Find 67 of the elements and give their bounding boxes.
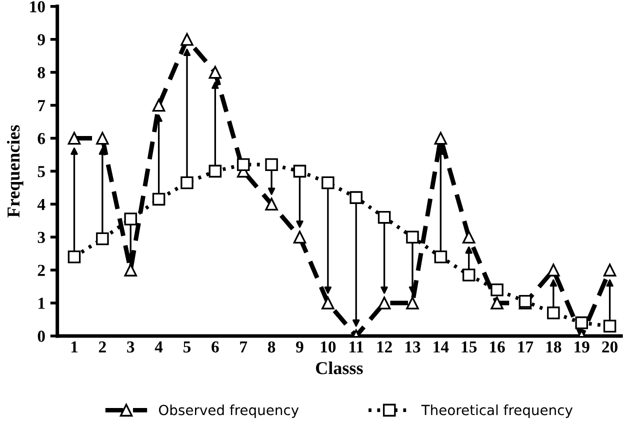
y-tick-label: 4 [37, 198, 46, 210]
point [490, 296, 504, 310]
point [152, 98, 166, 112]
x-tick-label: 13 [405, 341, 420, 353]
y-tick-label: 7 [38, 100, 46, 112]
point [293, 164, 306, 178]
point [236, 158, 250, 171]
x-tick-label: 5 [183, 341, 191, 353]
y-tick-label: 6 [38, 132, 46, 144]
x-tick-label: 14 [434, 341, 449, 352]
x-tick-label: 2 [98, 341, 106, 352]
point [96, 232, 109, 246]
x-tick-label: 9 [296, 341, 304, 353]
point [462, 230, 476, 244]
point [152, 192, 166, 206]
y-tick-label: 9 [38, 34, 45, 46]
point [406, 230, 419, 244]
point [603, 320, 616, 332]
point [378, 210, 391, 224]
x-tick-label: 8 [268, 341, 276, 353]
point [603, 264, 616, 276]
point [208, 66, 222, 79]
x-axis-title: Classs [316, 362, 363, 374]
point [68, 132, 81, 145]
point [322, 176, 334, 190]
point [462, 268, 476, 282]
x-tick-label: 10 [320, 341, 336, 353]
x-tick-label: 3 [127, 341, 134, 353]
x-tick-label: 20 [602, 341, 618, 353]
x-tick-label: 16 [490, 341, 505, 353]
point [68, 250, 81, 264]
x-tick-label: 1 [71, 341, 78, 352]
point [434, 132, 448, 145]
y-tick-label: 8 [38, 67, 45, 78]
x-tick-label: 7 [240, 341, 248, 352]
point [180, 32, 194, 46]
y-axis-title: Frequencies [6, 125, 24, 218]
y-tick-label: 5 [38, 166, 45, 178]
x-tick-label: 6 [212, 341, 219, 353]
y-tick-label: 1 [38, 298, 45, 309]
y-tick-label: 2 [38, 264, 45, 276]
point [350, 191, 363, 204]
legend-label: Theoretical frequency [421, 404, 573, 418]
y-tick-label: 3 [38, 232, 45, 244]
x-tick-label: 18 [546, 341, 562, 353]
point [208, 164, 222, 178]
x-tick-label: 17 [518, 341, 534, 352]
y-tick-label: 0 [38, 330, 45, 342]
y-tick-label: 10 [30, 1, 45, 12]
point [180, 176, 194, 190]
point [322, 296, 334, 310]
x-tick-label: 19 [574, 341, 590, 353]
point [293, 230, 306, 244]
point [547, 306, 560, 320]
point [96, 132, 109, 145]
point [124, 212, 138, 226]
point [265, 158, 278, 171]
point [490, 283, 504, 296]
point [434, 250, 448, 264]
point [406, 296, 419, 310]
point [575, 316, 588, 330]
legend-label: Observed frequency [158, 404, 299, 418]
x-tick-label: 15 [462, 341, 477, 353]
x-tick-label: 12 [377, 341, 392, 352]
x-tick-label: 11 [350, 341, 364, 352]
x-tick-label: 4 [154, 341, 163, 352]
point [265, 198, 278, 211]
